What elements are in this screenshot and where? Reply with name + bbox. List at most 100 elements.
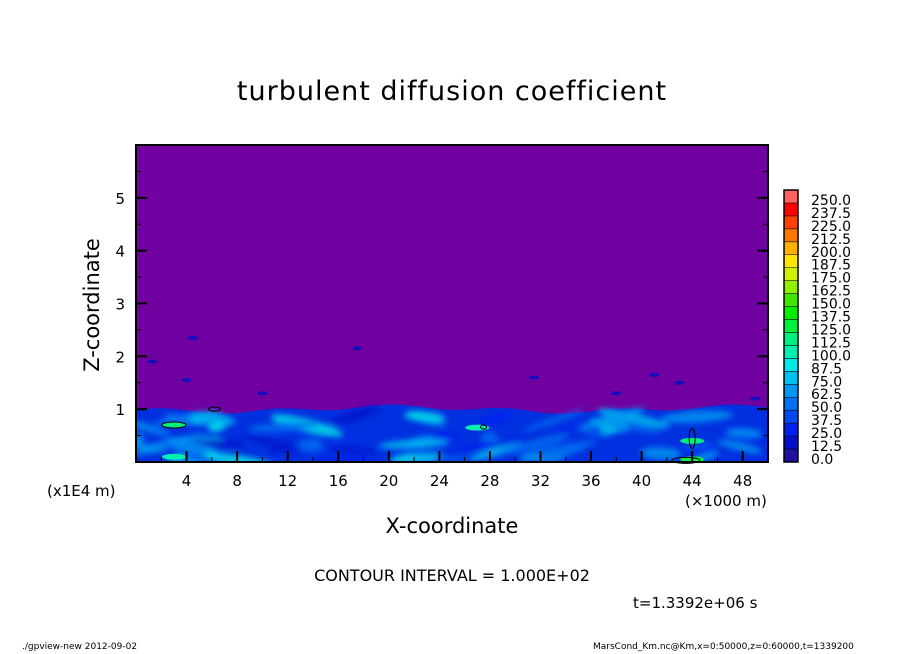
x-tick-label: 48 [733,472,752,490]
colorbar-swatch [783,215,799,230]
footer-left: ./gpview-new 2012-09-02 [22,642,138,652]
turbulent-eddy [541,445,587,462]
colorbar-label: 112.5 [811,335,851,351]
colorbar-label: 25.0 [811,426,842,442]
colorbar-swatch [783,422,799,437]
colorbar-swatch [783,267,799,281]
x-unit-label: (×1000 m) [685,492,767,510]
colorbar-swatch [783,293,799,307]
colorbar-swatch [783,358,799,372]
turbulent-eddy [660,410,733,424]
small-eddy [181,378,192,383]
x-tick-label: 12 [278,472,297,490]
turbulent-eddy [610,423,661,433]
turbulent-eddy [297,438,324,452]
colorbar-label: 237.5 [811,206,851,222]
colorbar-label: 200.0 [811,245,851,261]
turbulent-eddy [551,425,583,432]
turbulent-eddy [207,422,226,433]
small-eddy [674,380,685,385]
turbulent-eddy [329,406,381,425]
colorbar-swatch [783,202,799,217]
colorbar-swatch [783,189,799,204]
small-eddy [187,335,198,340]
turbulent-eddy [411,451,446,458]
colorbar-swatch [783,306,799,320]
x-tick-label: 16 [329,472,348,490]
colorbar-label: 100.0 [811,348,851,364]
turbulent-eddy [717,439,762,454]
footer-right: MarsCond_Km.nc@Km,x=0:50000,z=0:60000,t=… [593,642,854,652]
turbulent-eddy [522,409,585,432]
colorbar-label: 125.0 [811,322,851,338]
colorbar-label: 0.0 [811,452,833,468]
colorbar-swatch [783,254,799,268]
x-tick-label: 24 [430,472,449,490]
y-tick-label: 3 [115,296,125,314]
colorbar-frame [783,189,799,463]
turbulent-eddy [499,434,570,455]
colorbar-swatch [783,371,799,385]
turbulent-eddy [640,446,682,461]
x-tick-label: 4 [182,472,192,490]
turbulent-eddy [570,426,608,438]
small-eddy [649,372,660,377]
turbulent-eddy [378,439,449,450]
colorbar-swatch [783,435,799,450]
contour-line [161,421,187,429]
turbulent-eddy [579,407,645,429]
colorbar-swatch [783,384,799,398]
colorbar-swatch [783,280,799,294]
x-tick-label: 8 [232,472,242,490]
contour-line [671,456,701,464]
y-axis-label: Z-coordinate [80,238,104,372]
small-eddy [611,391,622,396]
turbulent-eddy [519,453,542,462]
turbulent-eddy [189,412,235,427]
high-value-patch [161,453,186,460]
time-label: t=1.3392e+06 s [633,594,758,612]
x-tick-label: 36 [581,472,600,490]
contour-line [207,406,221,412]
colorbar-label: 12.5 [811,439,842,455]
colorbar-label: 137.5 [811,310,851,326]
turbulent-eddy [725,428,762,438]
x-axis-label: X-coordinate [385,514,519,538]
x-tick-label: 20 [379,472,398,490]
colorbar-label: 150.0 [811,297,851,313]
chart-title: turbulent diffusion coefficient [236,76,668,107]
colorbar-label: 162.5 [811,284,851,300]
turbulent-eddy [523,440,598,457]
colorbar-swatch [783,448,799,463]
y-tick-label: 5 [115,190,125,208]
turbulent-eddy [682,442,713,449]
colorbar-label: 87.5 [811,361,842,377]
turbulent-eddy [430,431,462,440]
turbulent-eddy [248,421,319,433]
y-unit-label: (x1E4 m) [47,482,116,500]
colorbar-label: 250.0 [811,193,851,209]
small-eddy [352,346,363,351]
small-eddy [257,391,268,396]
colorbar-label: 212.5 [811,232,851,248]
colorbar-label: 50.0 [811,400,842,416]
turbulent-eddy [331,447,377,455]
turbulent-eddy [136,416,171,436]
high-value-patch [680,437,705,444]
contour-interval: CONTOUR INTERVAL = 1.000E+02 [314,566,590,585]
turbulent-layer [136,404,768,462]
colorbar-label: 37.5 [811,413,842,429]
y-tick-label: 4 [115,243,125,261]
turbulent-eddy [479,411,513,426]
x-tick-label: 44 [683,472,702,490]
x-tick-label: 40 [632,472,651,490]
y-tick-label: 1 [115,401,125,419]
x-tick-label: 32 [531,472,550,490]
turbulent-eddy [450,441,513,452]
field-background [136,145,768,462]
high-value-patch [161,422,186,429]
contour-line [480,424,488,430]
turbulent-eddy [405,410,446,422]
